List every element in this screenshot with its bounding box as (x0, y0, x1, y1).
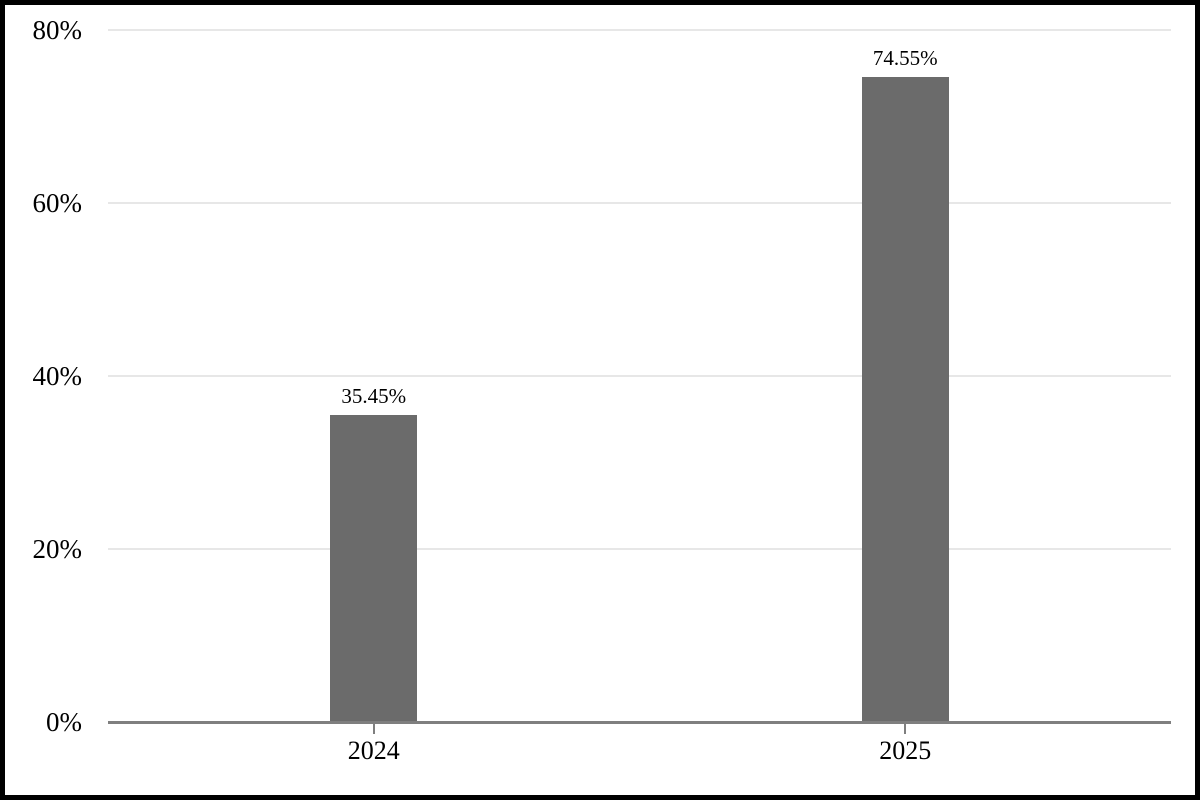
gridline-40% (108, 375, 1171, 377)
y-tick-label: 0% (46, 707, 82, 737)
x-tick-mark (904, 722, 907, 734)
gridline-60% (108, 202, 1171, 204)
x-category-label: 2025 (879, 736, 932, 765)
y-tick-label: 40% (32, 361, 83, 391)
y-tick-label: 60% (32, 188, 83, 218)
bar-2025 (861, 77, 949, 722)
value-label-2024: 35.45% (341, 384, 407, 409)
value-label-2025: 74.55% (872, 46, 938, 71)
y-tick-label: 80% (32, 15, 83, 45)
x-tick-mark (372, 722, 375, 734)
x-category-label: 2024 (347, 736, 400, 765)
gridline-80% (108, 29, 1171, 31)
gridline-20% (108, 548, 1171, 550)
y-tick-label: 20% (32, 534, 83, 564)
x-axis-line (108, 721, 1171, 724)
bar-2024 (330, 415, 418, 722)
